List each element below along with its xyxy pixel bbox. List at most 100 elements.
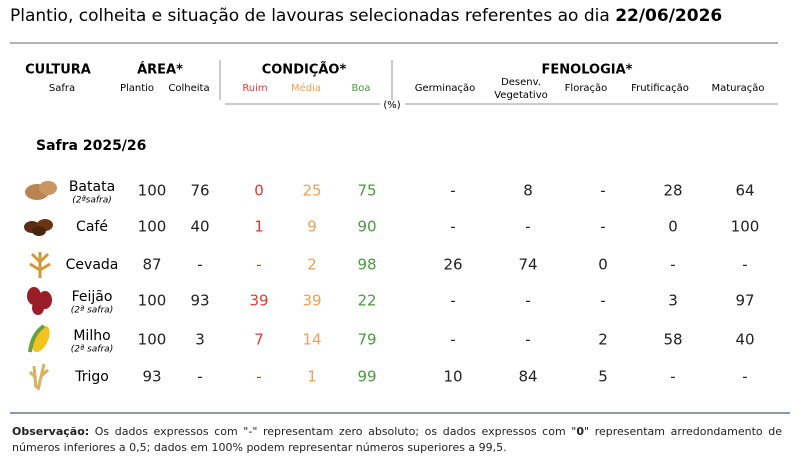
header-sub: Germinação [415,83,476,94]
cell: - [197,256,202,274]
title-text: Plantio, colheita e situação de lavouras… [10,6,615,26]
cell: 90 [357,218,376,236]
cell: 100 [138,182,167,200]
icon-milho [28,324,50,353]
cell: 100 [138,218,167,236]
header-sub: Colheita [168,83,209,94]
cell: - [742,256,747,274]
cell: - [600,292,605,310]
cell: 93 [142,368,161,386]
cell: 1 [254,218,264,236]
cell: 98 [357,256,376,274]
section-title: Safra 2025/26 [36,138,146,154]
crop: Café [76,219,108,235]
cell: - [450,292,455,310]
crop: Feijão [72,289,113,305]
cell: 0 [254,182,264,200]
icon-cevada [29,252,51,278]
header-sub: Floração [565,83,608,94]
cell: 74 [518,256,537,274]
cell: 14 [302,331,321,349]
cell: 28 [663,182,682,200]
icon-cafe [24,219,53,236]
icon-feijao [27,287,52,315]
crop-note: (2ªsafra) [72,196,112,206]
cell: 39 [249,292,268,310]
cell: 79 [357,331,376,349]
header-sub: Safra [49,83,75,94]
cell: - [600,218,605,236]
cell: 10 [443,368,462,386]
crop: Cevada [66,257,119,273]
cell: 100 [731,218,760,236]
footer-bold: 0 [576,425,585,438]
cell: 100 [138,331,167,349]
cell: 39 [302,292,321,310]
cell: 76 [190,182,209,200]
cell: 26 [443,256,462,274]
cell: 25 [302,182,321,200]
cell: 87 [142,256,161,274]
header-sub: Boa [351,83,370,94]
cell: - [256,368,261,386]
cell: 1 [307,368,317,386]
cell: 40 [190,218,209,236]
footer-text: " representam arredondamento de números … [12,425,783,454]
cell: 93 [190,292,209,310]
cell: 7 [254,331,264,349]
cell: 0 [668,218,678,236]
cell: - [197,368,202,386]
cell: - [742,368,747,386]
footer-text: Os dados expressos com "-" representam z… [89,425,577,438]
header: CONDIÇÃO* [262,62,347,78]
cell: 2 [598,331,608,349]
footer: Observação: Os dados expressos com "-" r… [12,424,782,456]
title-date: 22/06/2026 [615,6,722,26]
header-sub: Média [291,82,321,94]
cell: 0 [598,256,608,274]
icon-trigo [28,363,49,391]
icon-batata [25,181,57,200]
header: FENOLOGIA* [542,63,633,78]
cell: - [256,256,261,274]
title: Plantio, colheita e situação de lavouras… [10,6,722,26]
cell: 58 [663,331,682,349]
cell: 84 [518,368,537,386]
cell: 97 [735,292,754,310]
cell: 3 [668,292,678,310]
cell: 64 [735,182,754,200]
crop: Batata [69,179,115,195]
cell: - [450,182,455,200]
crop: Milho [73,328,110,344]
header: CULTURA [25,63,91,78]
cell: 75 [357,182,376,200]
crop: Trigo [74,369,109,385]
cell: 99 [357,368,376,386]
cell: 100 [138,292,167,310]
cell: 40 [735,331,754,349]
cell: - [525,331,530,349]
cell: - [450,218,455,236]
cell: 2 [307,256,317,274]
cell: 8 [523,182,533,200]
header: ÁREA* [137,62,183,78]
header-sub: Frutificação [631,83,689,94]
cell: 5 [598,368,608,386]
cell: - [450,331,455,349]
cell: 3 [195,331,205,349]
cell: - [670,256,675,274]
cell: 9 [307,218,317,236]
header-sub: Desenv. [501,77,541,88]
header-sub: Ruim [242,83,267,94]
cell: - [600,182,605,200]
cell: - [525,292,530,310]
footer-label: Observação: [12,425,90,438]
header-sub: Vegetativo [494,90,548,101]
unit: (%) [383,100,400,111]
cell: 22 [357,292,376,310]
header-sub: Plantio [120,83,154,94]
cell: - [525,218,530,236]
crop-note: (2ª safra) [71,345,113,355]
